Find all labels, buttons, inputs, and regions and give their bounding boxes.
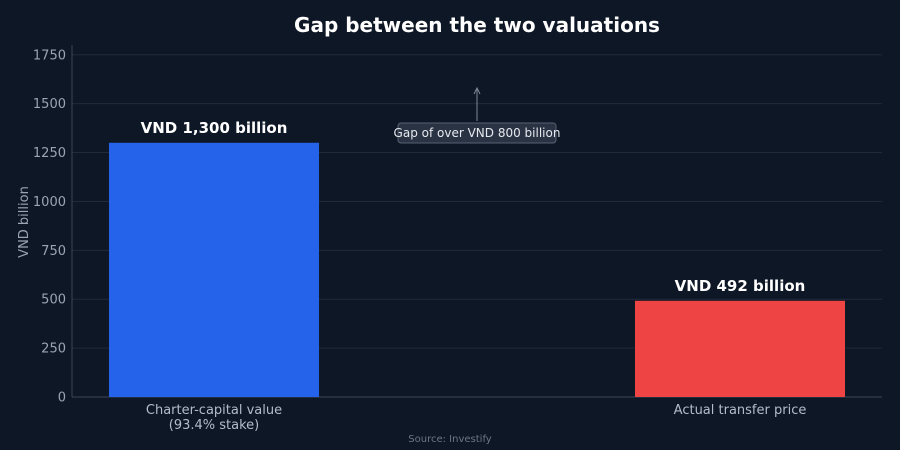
source-note: Source: Investify [408,434,492,445]
y-axis-title: VND billion [17,186,32,258]
y-tick-label: 1750 [33,48,66,63]
y-tick-label: 1000 [33,195,66,210]
bar [635,300,845,397]
y-tick-label: 250 [41,342,66,357]
annotation-arrow-head [473,86,481,95]
x-tick-label: Charter-capital value [146,403,282,418]
annotation-text: Gap of over VND 800 billion [394,126,561,140]
labels: VND 1,300 billion Charter-capital value(9… [141,119,807,433]
y-tick-label: 1500 [33,97,66,112]
x-tick-label: (93.4% stake) [169,418,259,433]
annotation-box [397,122,557,144]
bar-value-label: VND 1,300 billion [141,119,288,137]
y-tick-label: 1250 [33,146,66,161]
gap-annotation: Gap of over VND 800 billion [394,86,561,144]
bar [109,142,319,397]
chart-title: Gap between the two valuations [294,13,660,37]
y-tick-label: 500 [41,293,66,308]
y-tick-label: 0 [58,391,66,406]
bar-value-label: VND 492 billion [675,277,806,295]
x-tick-label: Actual transfer price [674,403,807,418]
y-tick-label: 750 [41,244,66,259]
bars [109,142,845,397]
